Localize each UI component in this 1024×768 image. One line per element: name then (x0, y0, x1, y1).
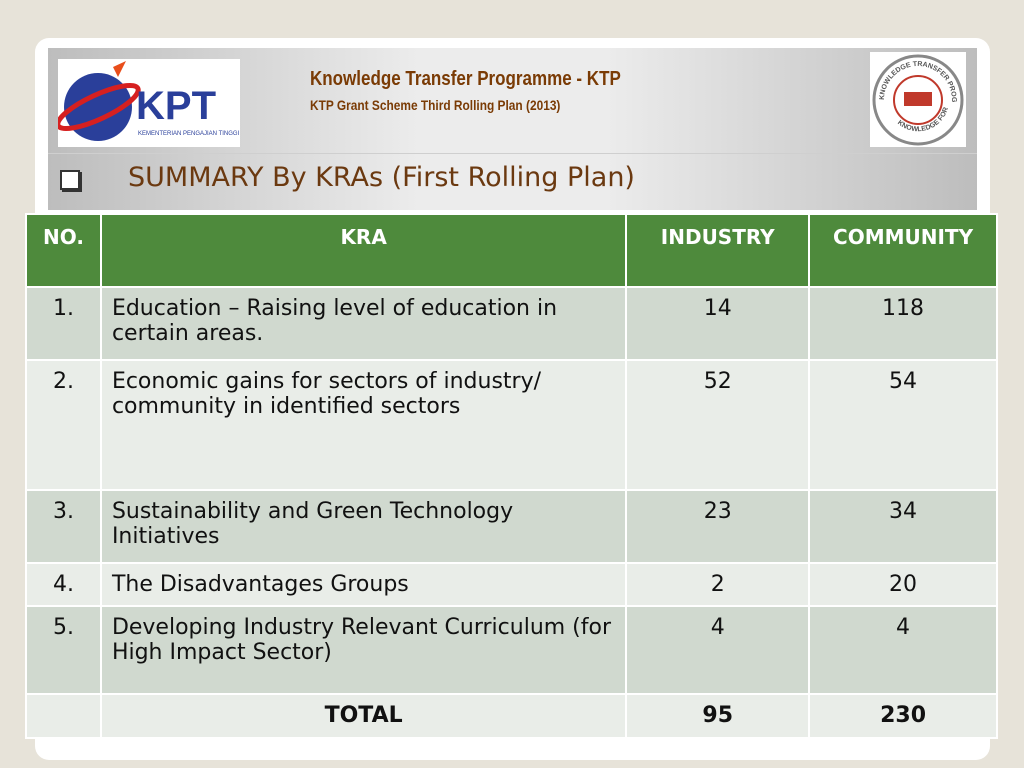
table-row: 3. Sustainability and Green Technology In… (25, 489, 998, 564)
logo-text: KPT (136, 84, 216, 128)
column-header: NO. (25, 213, 102, 288)
row-number: 5. (25, 605, 102, 695)
total-label: TOTAL (99, 693, 628, 739)
kra: Economic gains for sectors of industry/ … (99, 359, 628, 491)
summary-table: NO. KRA INDUSTRY COMMUNITY 1. Education – Ra… (25, 213, 998, 739)
table-row: 1. Education – Raising level of education… (25, 286, 998, 361)
industry: 52 (625, 359, 811, 491)
community: 4 (808, 605, 998, 695)
row-number: 1. (25, 286, 102, 361)
total-row: TOTAL 95 230 (25, 693, 998, 739)
row-number: 3. (25, 489, 102, 564)
column-header: KRA (99, 213, 628, 288)
community: 54 (808, 359, 998, 491)
kra: Developing Industry Relevant Curriculum … (99, 605, 628, 695)
column-header: INDUSTRY (625, 213, 811, 288)
kra: Sustainability and Green Technology Init… (99, 489, 628, 564)
title: Knowledge Transfer Programme - KTP (310, 68, 621, 90)
bullet (60, 170, 80, 190)
industry: 14 (625, 286, 811, 361)
subtitle: KTP Grant Scheme Third Rolling Plan (201… (310, 97, 561, 113)
outer-ring (872, 54, 964, 146)
industry: 4 (625, 605, 811, 695)
heading: SUMMARY By KRAs (First Rolling Plan) (128, 162, 635, 193)
right-logo: KNOWLEDGE TRANSFER PROGRAMME KNOWLEDGE F… (867, 47, 966, 147)
kra: Education – Raising level of education i… (99, 286, 628, 361)
emblem (904, 92, 932, 106)
kra: The Disadvantages Groups (99, 562, 628, 607)
column-header: COMMUNITY (808, 213, 998, 288)
community: 118 (808, 286, 998, 361)
table-row: 2. Economic gains for sectors of industry… (25, 359, 998, 491)
community: 20 (808, 562, 998, 607)
industry: 23 (625, 489, 811, 564)
industry: 2 (625, 562, 811, 607)
empty-cell (25, 693, 102, 739)
total-industry: 95 (625, 693, 811, 739)
community: 34 (808, 489, 998, 564)
left-logo-art: KPT KEMENTERIAN PENGAJIAN TINGGI (55, 61, 240, 141)
ring (55, 82, 141, 132)
row-number: 2. (25, 359, 102, 491)
flame (113, 61, 126, 77)
total-community: 230 (808, 693, 998, 739)
right-logo-art: KNOWLEDGE TRANSFER PROGRAMME KNOWLEDGE F… (867, 47, 964, 146)
table-row: 4. The Disadvantages Groups 2 20 (25, 562, 998, 607)
row-number: 4. (25, 562, 102, 607)
header-row: NO. KRA INDUSTRY COMMUNITY (25, 213, 998, 288)
table-row: 5. Developing Industry Relevant Curriculu… (25, 605, 998, 695)
logo-caption: KEMENTERIAN PENGAJIAN TINGGI (138, 131, 240, 137)
divider (48, 153, 977, 154)
table-body: 1. Education – Raising level of education… (25, 286, 998, 739)
left-logo: KPT KEMENTERIAN PENGAJIAN TINGGI (55, 59, 240, 147)
